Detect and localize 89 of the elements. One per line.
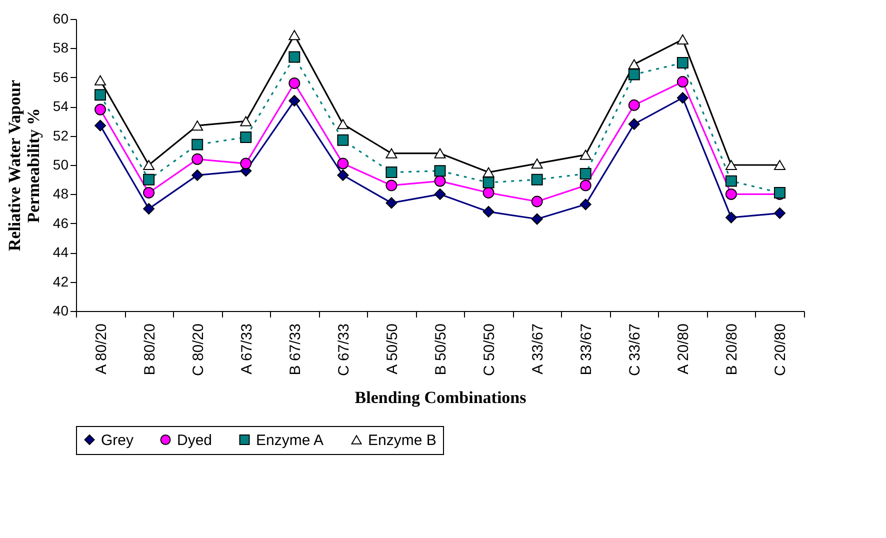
x-tick-label: B 67/33 (286, 324, 304, 376)
point (143, 187, 155, 198)
point (288, 95, 300, 107)
point (531, 196, 543, 208)
y-tick-label: 56 (52, 68, 69, 85)
point (580, 198, 592, 210)
point (628, 118, 640, 130)
point (192, 153, 204, 165)
point (725, 212, 737, 224)
point (192, 169, 204, 181)
point (94, 104, 106, 116)
legend-label: Grey (101, 432, 134, 449)
x-tick-label: C 67/33 (335, 324, 352, 376)
point (725, 175, 737, 187)
point (580, 180, 592, 192)
x-tick-label: A 20/80 (675, 324, 692, 374)
point (482, 187, 494, 198)
point (482, 176, 494, 188)
x-tick-label: A 80/20 (92, 324, 110, 374)
point (386, 166, 398, 178)
legend-label: Dyed (177, 432, 212, 449)
point (434, 165, 446, 177)
point (288, 78, 300, 89)
point (337, 169, 349, 181)
point (192, 138, 204, 150)
x-tick-label: A 67/33 (238, 324, 256, 374)
point (240, 132, 252, 144)
point (774, 160, 786, 170)
point (288, 51, 300, 63)
point (531, 174, 543, 186)
point (628, 59, 640, 70)
x-tick-label: B 80/20 (141, 324, 158, 376)
point (676, 34, 688, 44)
legend-label: Enzyme A (256, 432, 324, 449)
x-tick-label: C 80/20 (190, 324, 207, 376)
point (288, 30, 300, 40)
y-axis-title: Reliative Water Vapour Permeability % (4, 79, 43, 252)
point (434, 148, 446, 158)
point (725, 188, 737, 200)
point (143, 174, 155, 186)
y-tick-label: 52 (52, 127, 69, 144)
point (143, 203, 155, 215)
point (531, 158, 543, 169)
y-tick-label: 60 (52, 10, 69, 26)
y-tick-label: 40 (52, 302, 69, 318)
y-tick-label: 42 (52, 273, 69, 290)
point (725, 160, 737, 170)
point (94, 89, 106, 101)
x-tick-label: B 20/80 (724, 324, 741, 376)
point (434, 175, 446, 187)
y-tick-label: 48 (52, 186, 69, 202)
point (774, 207, 786, 219)
point (94, 120, 106, 132)
point (337, 158, 349, 170)
x-tick-label: C 50/50 (481, 324, 498, 376)
point (337, 134, 349, 146)
point (386, 197, 398, 209)
x-tick-label: B 50/50 (432, 324, 450, 376)
point (192, 120, 204, 131)
point (434, 188, 446, 200)
y-tick-label: 50 (52, 156, 69, 172)
point (337, 119, 349, 130)
point (482, 206, 494, 218)
y-tick-label: 54 (52, 98, 69, 114)
point (94, 75, 106, 86)
point (628, 68, 640, 80)
x-tick-label: B 33/67 (578, 324, 596, 376)
x-axis-title: Blending Combinations (354, 388, 527, 408)
point (676, 92, 688, 104)
y-tick-label: 44 (52, 244, 69, 260)
point (676, 76, 688, 88)
x-tick-label: C 33/67 (626, 324, 644, 376)
y-tick-label: 58 (52, 40, 69, 56)
point (240, 158, 252, 170)
point (386, 148, 398, 158)
x-tick-label: C 20/80 (772, 324, 790, 376)
legend-label: Enzyme B (368, 432, 436, 449)
x-tick-label: A 33/67 (530, 324, 547, 374)
point (386, 180, 398, 192)
y-tick-label: 46 (52, 214, 69, 231)
point (628, 99, 640, 111)
point (580, 150, 592, 160)
point (580, 168, 592, 180)
point (482, 167, 494, 178)
point (143, 160, 155, 170)
point (531, 213, 543, 225)
point (240, 116, 252, 126)
point (676, 57, 688, 69)
x-tick-label: A 50/50 (384, 324, 401, 374)
